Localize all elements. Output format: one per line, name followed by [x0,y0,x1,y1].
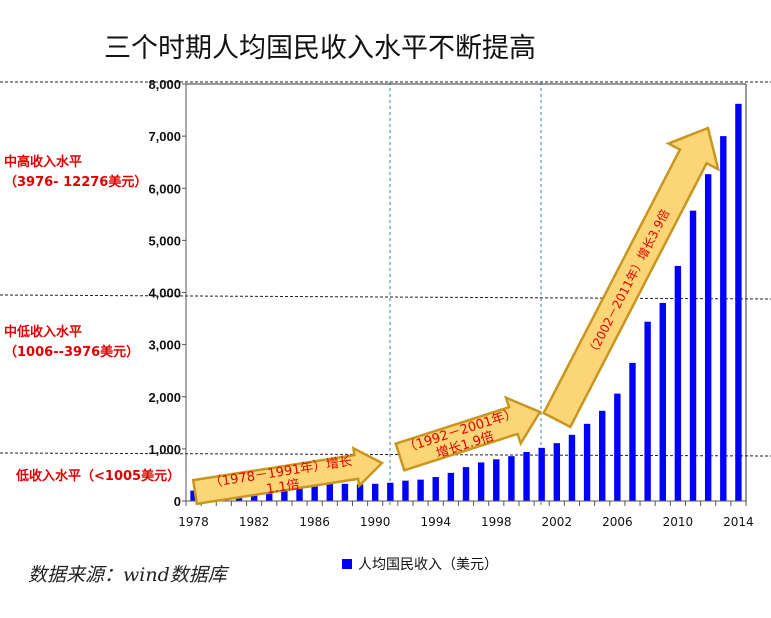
bar-1987 [326,483,333,501]
bar-1994 [432,477,439,501]
bar-1985 [296,484,303,501]
bar-2008 [644,321,651,501]
bar-2014 [735,103,742,502]
bar-2001 [538,447,545,501]
x-tick-label: 2002 [542,515,573,529]
level-range: （3976- 12276美元） [4,175,148,190]
bar-1988 [341,483,349,501]
chart-title: 三个时期人均国民收入水平不断提高 [104,33,536,64]
x-tick-label: 2010 [663,515,694,529]
level-upper-middle: 中高收入水平 （3976- 12276美元） [4,153,147,193]
y-tick-label: 6,000 [148,181,181,196]
bar-1996 [462,467,470,501]
x-tick-label: 1978 [178,515,209,529]
bar-1983 [266,487,273,501]
annotation-text: 1.1倍 [265,477,301,497]
level-low: 低收入水平（<1005美元） [16,467,180,487]
y-tick-label: 3,000 [148,338,181,353]
x-tick-label: 1990 [360,515,391,529]
x-tick-label: 1986 [299,515,330,529]
bar-2004 [583,423,591,501]
legend-swatch [342,559,352,569]
arrow-icon [541,126,721,429]
bar-2005 [599,410,606,501]
bar-1999 [508,456,515,501]
data-source: 数据来源：wind数据库 [28,564,227,586]
x-tick-label: 1982 [239,515,270,529]
bar-1992 [402,480,409,501]
bar-1995 [447,472,455,501]
threshold-line [0,452,771,457]
bar-2012 [704,174,712,501]
y-tick-label: 8,000 [148,77,181,92]
bar-1991 [387,482,394,501]
arrow-icon [191,445,385,506]
bar-2002 [553,443,561,501]
legend: 人均国民收入（美元） [342,554,498,574]
bar-1993 [417,479,424,501]
bar-2009 [659,302,666,501]
bar-2000 [523,452,530,501]
x-tick-label: 1994 [420,515,451,529]
bar-1989 [356,484,364,501]
threshold-line [0,294,771,300]
level-name: 中高收入水平 [4,155,83,170]
level-lower-middle: 中低收入水平 （1006--3976美元） [4,323,139,363]
y-tick-label: 1,000 [148,442,181,457]
bar-1986 [311,484,318,501]
level-range: （1006--3976美元） [4,345,140,360]
bar-2013 [720,136,727,501]
y-tick-label: 0 [174,494,181,509]
bar-1978 [190,490,197,501]
level-name: 中低收入水平 [4,325,83,340]
bar-1990 [371,483,379,501]
y-tick-label: 2,000 [148,390,181,405]
bar-2007 [629,362,636,501]
y-tick-label: 4,000 [148,286,181,301]
y-tick-label: 5,000 [148,233,181,248]
bar-2011 [689,210,697,501]
bar-2003 [568,434,576,501]
level-name: 低收入水平（<1005美元） [16,469,181,484]
bar-2006 [614,393,621,501]
bar-1984 [281,485,288,501]
x-tick-label: 2014 [723,515,754,529]
legend-label: 人均国民收入（美元） [358,557,498,573]
bar-1998 [493,459,500,501]
y-tick-label: 7,000 [148,129,181,144]
bar-1997 [477,462,485,501]
annotation-text: （2002－2011年）增长3.9倍 [584,207,673,360]
x-tick-label: 2006 [602,515,633,529]
bar-2010 [674,265,682,501]
x-tick-label: 1998 [481,515,512,529]
arrow-icon [394,395,542,472]
